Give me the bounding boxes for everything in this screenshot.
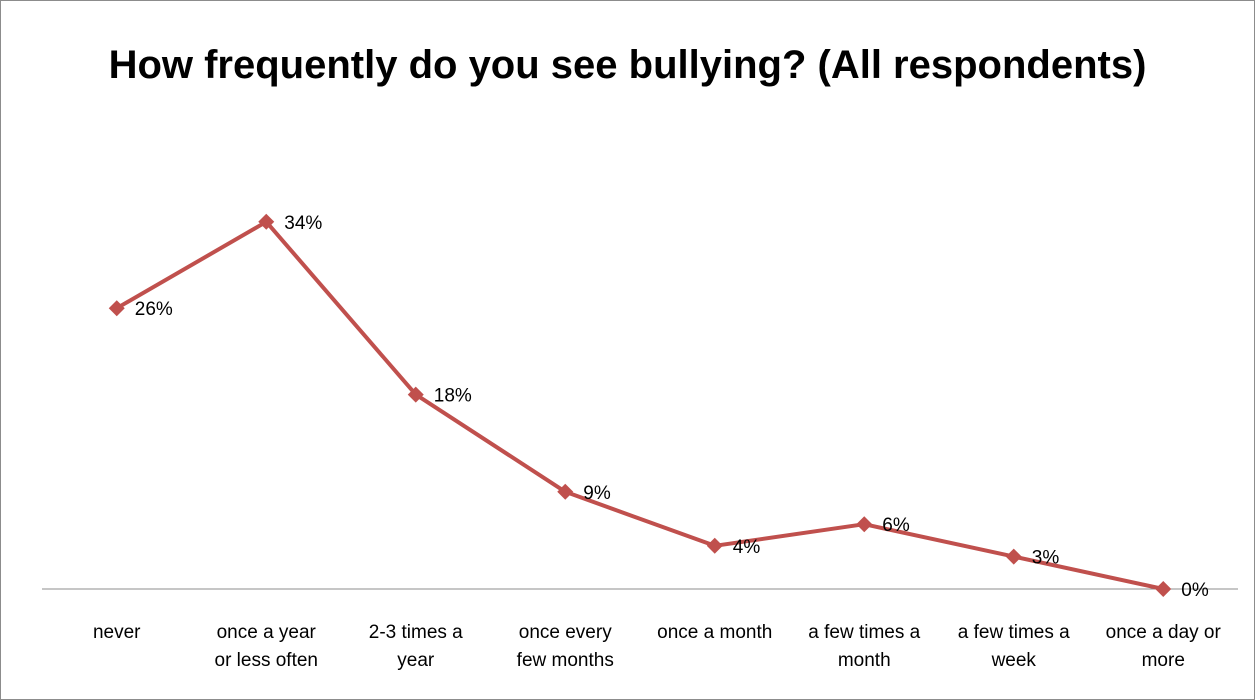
series-line: [115, 219, 1164, 591]
x-tick-label: a few times a month: [808, 622, 920, 671]
data-point-marker: [1005, 548, 1022, 565]
x-tick-label: a few times a week: [958, 622, 1070, 671]
data-point-marker: [856, 516, 873, 533]
x-tick-label: never: [93, 622, 141, 643]
data-point-marker: [1155, 581, 1172, 597]
data-point-marker: [706, 537, 723, 554]
chart-title: How frequently do you see bullying? (All…: [108, 43, 1147, 87]
data-point-marker: [557, 483, 574, 500]
data-label: 3%: [1032, 548, 1060, 569]
x-tick-label: 2-3 times a year: [369, 622, 463, 671]
data-point-marker: [108, 300, 125, 317]
x-tick-label: once every few months: [517, 622, 614, 671]
data-label: 34%: [284, 213, 322, 234]
data-label: 6%: [882, 515, 910, 536]
data-label: 18%: [434, 386, 472, 407]
x-tick-label: once a year or less often: [215, 622, 319, 671]
data-point-marker: [258, 213, 275, 230]
x-tick-label: once a month: [657, 622, 772, 643]
data-label: 9%: [583, 483, 611, 504]
data-label: 4%: [733, 537, 761, 558]
data-label: 26%: [135, 299, 173, 320]
data-point-marker: [407, 386, 424, 403]
data-label: 0%: [1181, 580, 1209, 601]
x-tick-label: once a day or more: [1106, 622, 1222, 671]
